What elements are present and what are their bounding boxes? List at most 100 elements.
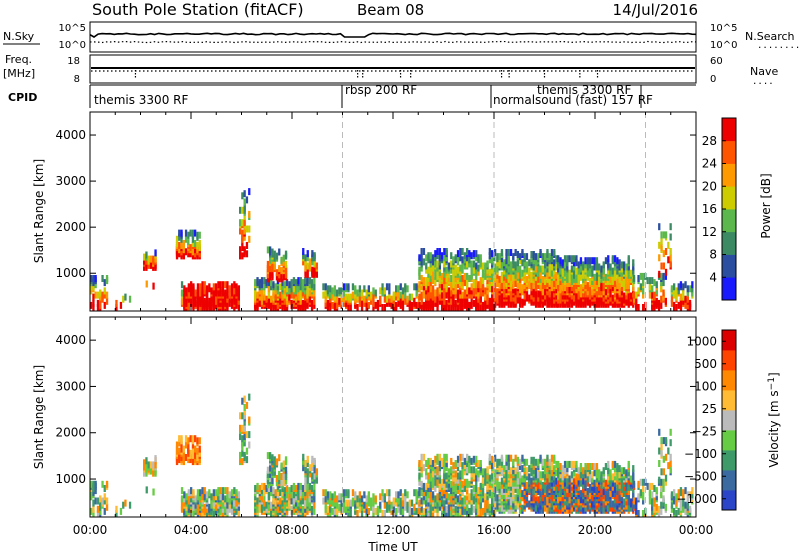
velocity-cell [309,483,311,490]
y-tick-label-2: 3000 [55,174,86,188]
power-cell [423,277,425,284]
power-cell [430,252,432,259]
power-y-label: Slant Range [km] [32,159,46,263]
power-cell [619,288,621,295]
power-cell [489,298,491,305]
power-cell [670,223,672,230]
velocity-cell [432,481,434,488]
velocity-cell [557,461,559,468]
velocity-cell [421,481,423,488]
velocity-cell [185,493,187,500]
velocity-cell [662,485,664,492]
power-colorbar-label: Power [dB] [759,173,773,238]
power-cell [571,266,573,273]
velocity-cell [201,487,203,494]
power-cell [665,248,667,255]
power-cell [248,226,250,233]
power-cell [640,283,642,290]
power-cell [336,302,338,309]
power-cell [295,279,297,286]
colorbar-swatch-7 [722,118,736,141]
power-cell [418,294,420,301]
power-cell [432,285,434,292]
power-cell [391,296,393,303]
power-cell [503,259,505,266]
power-cell [256,292,258,299]
power-cell [642,279,644,286]
power-cell [115,300,117,307]
velocity-cell [241,450,243,457]
freq-strip: 18 8 60 0 [67,55,722,85]
velocity-cell [466,504,468,511]
velocity-cell [285,456,287,463]
power-cell [559,284,561,291]
velocity-cell [276,458,278,465]
power-cell [461,256,463,263]
power-cell [628,255,630,262]
noise-tick-right-high: 10^5 [710,23,737,34]
power-cell [154,249,156,256]
velocity-cell [533,494,535,501]
power-cell [553,259,555,266]
power-cell [580,257,582,264]
velocity-cell [334,491,336,498]
power-cell [598,278,600,285]
power-cell [406,285,408,292]
velocity-cell [459,454,461,461]
nsearch-legend-dots: ........ [757,41,800,51]
power-cell [537,290,539,297]
velocity-cell [248,417,250,424]
power-cell [190,281,192,288]
velocity-cell [246,402,248,409]
power-cell [233,294,235,301]
velocity-cell [653,498,655,505]
power-cell [397,300,399,307]
velocity-cell [436,493,438,500]
power-cell [621,261,623,268]
velocity-cell [582,467,584,474]
power-cell [658,271,660,278]
velocity-cell [528,501,530,508]
power-cell [263,277,265,284]
power-cell [515,249,517,256]
power-cell [446,300,448,307]
power-cell [482,283,484,290]
velocity-cell [336,508,338,515]
power-cell [300,283,302,290]
velocity-cell [505,455,507,462]
velocity-cell [152,461,154,468]
velocity-cell [381,489,383,496]
velocity-cell [275,500,277,507]
velocity-cell [468,456,470,463]
velocity-cell [304,460,306,467]
velocity-cell [464,458,466,465]
power-cell [517,266,519,273]
power-cell [689,285,691,292]
velocity-cell [402,493,404,500]
velocity-cell [468,462,470,469]
power-cell [356,304,358,311]
power-cell [598,264,600,271]
power-cell [432,275,434,282]
velocity-cell [564,461,566,468]
power-cell [152,283,154,290]
velocity-cell [199,437,201,444]
velocity-cell [183,491,185,498]
cpid-strip: themis 3300 RF rbsp 200 RF normalsound (… [90,83,696,108]
power-cell [246,226,248,233]
velocity-cell [542,488,544,495]
velocity-cell [309,495,311,502]
velocity-cell [395,491,397,498]
power-cell [466,273,468,280]
power-cell [418,281,420,288]
power-cell [307,271,309,278]
power-cell [605,257,607,264]
velocity-cell [384,510,386,517]
velocity-cell [314,458,316,465]
power-cell [226,281,228,288]
velocity-cell [510,480,512,487]
power-cell [313,283,315,290]
velocity-cell [450,466,452,473]
velocity-cell [662,495,664,502]
velocity-cell [217,487,219,494]
